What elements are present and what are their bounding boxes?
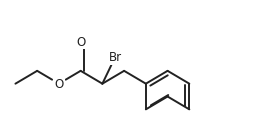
Text: Br: Br xyxy=(109,51,122,64)
Text: O: O xyxy=(54,78,64,90)
Text: O: O xyxy=(76,35,85,48)
